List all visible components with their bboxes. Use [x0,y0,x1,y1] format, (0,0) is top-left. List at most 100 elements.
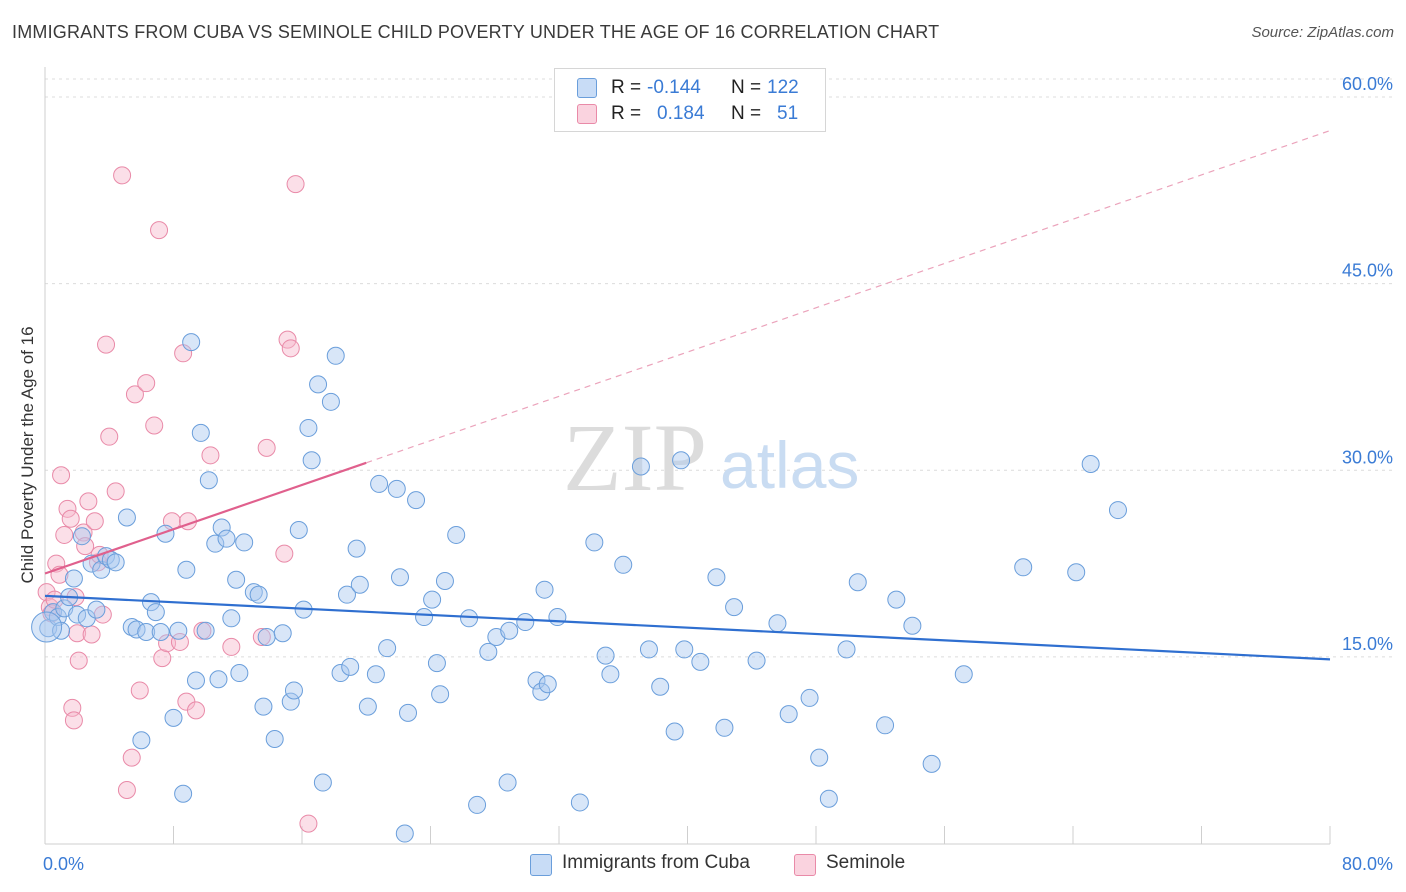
seminole-point [170,632,189,651]
cuba-point [137,622,156,641]
cuba-point [164,708,183,727]
cuba-point [538,675,557,694]
cuba-point [423,590,442,609]
legend-swatch-cuba [530,854,552,876]
cuba-point [651,677,670,696]
cuba-point [337,585,356,604]
seminole-point [275,544,294,563]
cuba-point [747,651,766,670]
cuba-point [273,624,292,643]
seminole-point [69,651,88,670]
cuba-point [326,346,345,365]
cuba-point [370,474,389,493]
cuba-point [64,569,83,588]
seminole-point [52,466,71,485]
cuba-point [281,692,300,711]
watermark-zip: ZIP [563,404,707,511]
seminole-point [76,537,95,556]
cuba-point [819,789,838,808]
seminole-point [97,335,116,354]
seminole-trend-line [44,461,367,575]
cuba-point [132,731,151,750]
cuba-point [675,640,694,659]
cuba-point [358,697,377,716]
cuba-point [146,603,165,622]
cuba-point [191,423,210,442]
cuba-point [535,580,554,599]
cuba-point [87,600,106,619]
cuba-point [548,608,567,627]
seminole-point [113,166,132,185]
seminole-point [150,221,169,240]
cuba-point [284,681,303,700]
cuba-point [399,703,418,722]
cuba-point [347,539,366,558]
seminole-point [186,701,205,720]
y-tick-label: 30.0% [1342,447,1393,467]
cuba-point [848,573,867,592]
seminole-point [125,385,144,404]
seminole-point [222,637,241,656]
seminole-point [281,339,300,358]
cuba-point [196,621,215,640]
cuba-point [227,570,246,589]
cuba-point [217,529,236,548]
cuba-point [265,729,284,748]
cuba-point [601,665,620,684]
cuba-point [302,451,321,470]
seminole-point [137,374,156,393]
cuba-point [206,534,225,553]
seminole-point [252,627,271,646]
cuba-point [1067,563,1086,582]
legend-r-label: R = [611,77,642,98]
seminole-point [201,446,220,465]
seminole-point [68,624,87,643]
seminole-point [145,416,164,435]
y-tick-label: 15.0% [1342,634,1393,654]
cuba-point [331,664,350,683]
legend-n-label: N = [731,77,762,98]
cuba-point [447,525,466,544]
cuba-point [427,654,446,673]
cuba-point [230,664,249,683]
cuba-point [639,640,658,659]
cuba-point [68,605,87,624]
cuba-point [707,568,726,587]
tick-labels: 15.0% 30.0% 45.0% 60.0% 0.0% 80.0% [43,74,1393,874]
cuba-point [174,784,193,803]
seminole-point [122,748,141,767]
cuba-point [177,560,196,579]
cuba-point [585,533,604,552]
cuba-point [715,718,734,737]
cuba-point [117,508,136,527]
cuba-point [321,392,340,411]
cuba-point [500,621,519,640]
cuba-point [254,697,273,716]
cuba-point [407,491,426,510]
seminole-point [55,525,74,544]
cuba-point [614,555,633,574]
cuba-point [431,685,450,704]
cuba-point [435,571,454,590]
trend-lines [44,130,1331,661]
x-tick-label: 80.0% [1342,854,1393,874]
cuba-point [876,716,895,735]
legend-n-label: N = [731,103,762,124]
cuba-point [31,611,63,643]
cuba-point [186,671,205,690]
cuba-point [182,333,201,352]
x-tick-label: 0.0% [43,854,84,874]
cuba-point [1108,501,1127,520]
legend-r-value: 0.184 [657,103,705,124]
cuba-point [169,621,188,640]
source-label: Source: ZipAtlas.com [1251,24,1394,41]
cuba-point [313,773,332,792]
cuba-trend-line [44,594,1331,661]
seminole-point [158,634,177,653]
cuba-point [631,457,650,476]
cuba-point [527,671,546,690]
cuba-point [289,520,308,539]
cuba-point [516,613,535,632]
legend-label-cuba: Immigrants from Cuba [562,852,750,873]
cuba-point [954,665,973,684]
